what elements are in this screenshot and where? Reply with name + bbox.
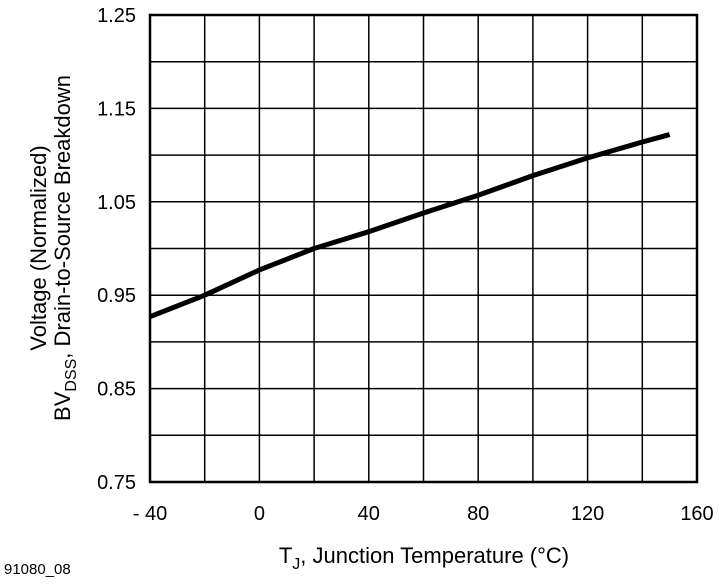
y-axis-label: BVDSS, Drain-to-Source Breakdown: [50, 75, 80, 421]
x-label-sub: J: [292, 556, 300, 573]
plot-frame: [148, 13, 699, 484]
y-tick-label: 1.25: [97, 5, 136, 27]
y-tick-label: 1.15: [97, 98, 136, 120]
x-label-main: T: [279, 543, 292, 568]
y-label-rest: , Drain-to-Source Breakdown: [50, 75, 75, 359]
y-tick-label: 0.95: [97, 285, 136, 307]
y-label-sub: DSS: [63, 359, 80, 392]
x-label-rest: , Junction Temperature (°C): [300, 543, 569, 568]
data-line: [149, 132, 671, 320]
y-axis-label-2: Voltage (Normalized): [26, 145, 51, 350]
x-tick-label: - 40: [133, 503, 167, 525]
x-tick-label: 40: [358, 503, 380, 525]
x-axis-label: TJ, Junction Temperature (°C): [279, 543, 569, 573]
x-tick-label: 80: [467, 503, 489, 525]
y-label-main: BV: [50, 391, 75, 421]
y-tick-label: 0.75: [97, 472, 136, 494]
y-tick-label: 1.05: [97, 192, 136, 214]
x-tick-label: 0: [254, 503, 265, 525]
x-tick-label: 160: [680, 503, 713, 525]
x-tick-label: 120: [571, 503, 604, 525]
y-tick-label: 0.85: [97, 379, 136, 401]
figure-code: 91080_08: [4, 561, 71, 578]
